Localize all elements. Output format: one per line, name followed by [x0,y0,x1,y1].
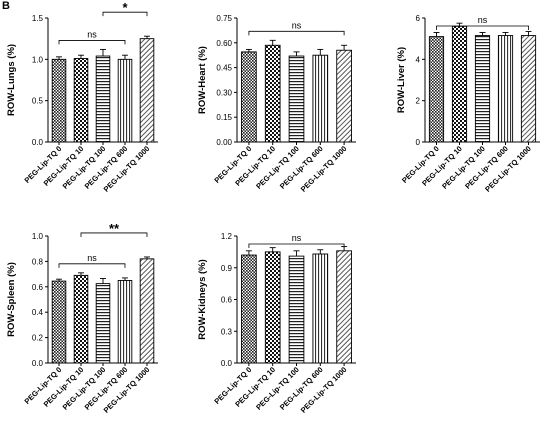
y-tick-label: 0.5 [32,97,44,106]
bar [139,258,155,364]
bar [497,35,514,143]
y-tick-label: 0.75 [216,14,232,23]
significance-bracket [58,263,126,268]
y-tick-label: 2 [416,97,421,106]
y-tick-label: 0.0 [221,359,233,368]
y-tick-label: 0.6 [221,296,233,305]
chart-5: 0.0 0.3 0.6 0.9 1.2 ROW-Kidneys (%) PEG-Lip-TQ… [197,232,356,415]
significance-bracket [58,40,126,45]
y-tick-label: 0.3 [221,327,233,336]
x-tick-label: PEG-Lip-TQ 1000 [299,144,349,194]
bar [264,251,281,364]
bar [336,49,352,143]
significance-bracket [248,30,345,36]
significance-label: * [122,0,128,15]
bar [264,44,281,143]
significance-label: ns [87,253,97,263]
panel-label: B [2,0,10,12]
significance-bracket [80,232,148,237]
y-tick-label: 0.15 [216,113,232,122]
chart-2: 0.00 0.15 0.30 0.45 0.60 0.75 ROW-Heart (%) PEG… [197,14,356,194]
bar [474,35,491,143]
bar [451,25,468,143]
y-tick-label: 0.8 [32,257,44,266]
y-tick-label: 0.2 [32,334,44,343]
y-tick-label: 1.5 [32,14,44,23]
bar [139,38,155,143]
y-tick-label: 0.6 [32,283,44,292]
bar [117,58,133,143]
y-tick-label: 0.45 [216,64,232,73]
bar [51,280,67,364]
y-tick-label: 0.00 [216,138,232,147]
bar [51,58,67,143]
bar [428,36,445,143]
y-axis-label: ROW-Liver (%) [396,47,407,113]
y-tick-label: 6 [416,14,421,23]
bar [336,250,352,364]
y-tick-label: 0.4 [32,308,44,317]
y-tick-label: 0.60 [216,39,232,48]
significance-label: ** [109,221,120,236]
y-axis-label: ROW-Spleen (%) [6,262,17,337]
significance-label: ns [87,29,97,39]
bar [117,280,133,364]
bar [312,253,329,364]
significance-bracket [436,25,529,30]
y-tick-label: 0.0 [32,138,44,147]
bar [288,255,305,364]
y-tick-label: 0.30 [216,88,232,97]
significance-label: ns [292,233,302,243]
bar [95,55,111,143]
y-tick-label: 1.2 [221,232,233,241]
bar [241,51,257,143]
bar [520,35,537,143]
bar [95,283,111,364]
y-tick-label: 1.0 [32,55,44,64]
bar [288,55,305,143]
y-axis-label: ROW-Kidneys (%) [197,259,208,340]
significance-label: ns [478,15,488,25]
y-tick-label: 0 [416,138,421,147]
bar [241,254,257,364]
x-tick-label: PEG-Lip-TQ 1000 [299,365,349,415]
y-tick-label: 1.0 [32,232,44,241]
y-axis-label: ROW-Lungs (%) [6,44,17,116]
significance-bracket [102,11,148,17]
y-tick-label: 0.9 [221,264,233,273]
y-axis-label: ROW-Heart (%) [197,46,208,114]
bar [73,274,89,364]
bar [73,58,89,143]
significance-bracket [248,243,345,248]
y-tick-label: 4 [416,55,421,64]
bar [312,54,329,143]
y-tick-label: 0.0 [32,359,44,368]
significance-label: ns [292,20,302,30]
